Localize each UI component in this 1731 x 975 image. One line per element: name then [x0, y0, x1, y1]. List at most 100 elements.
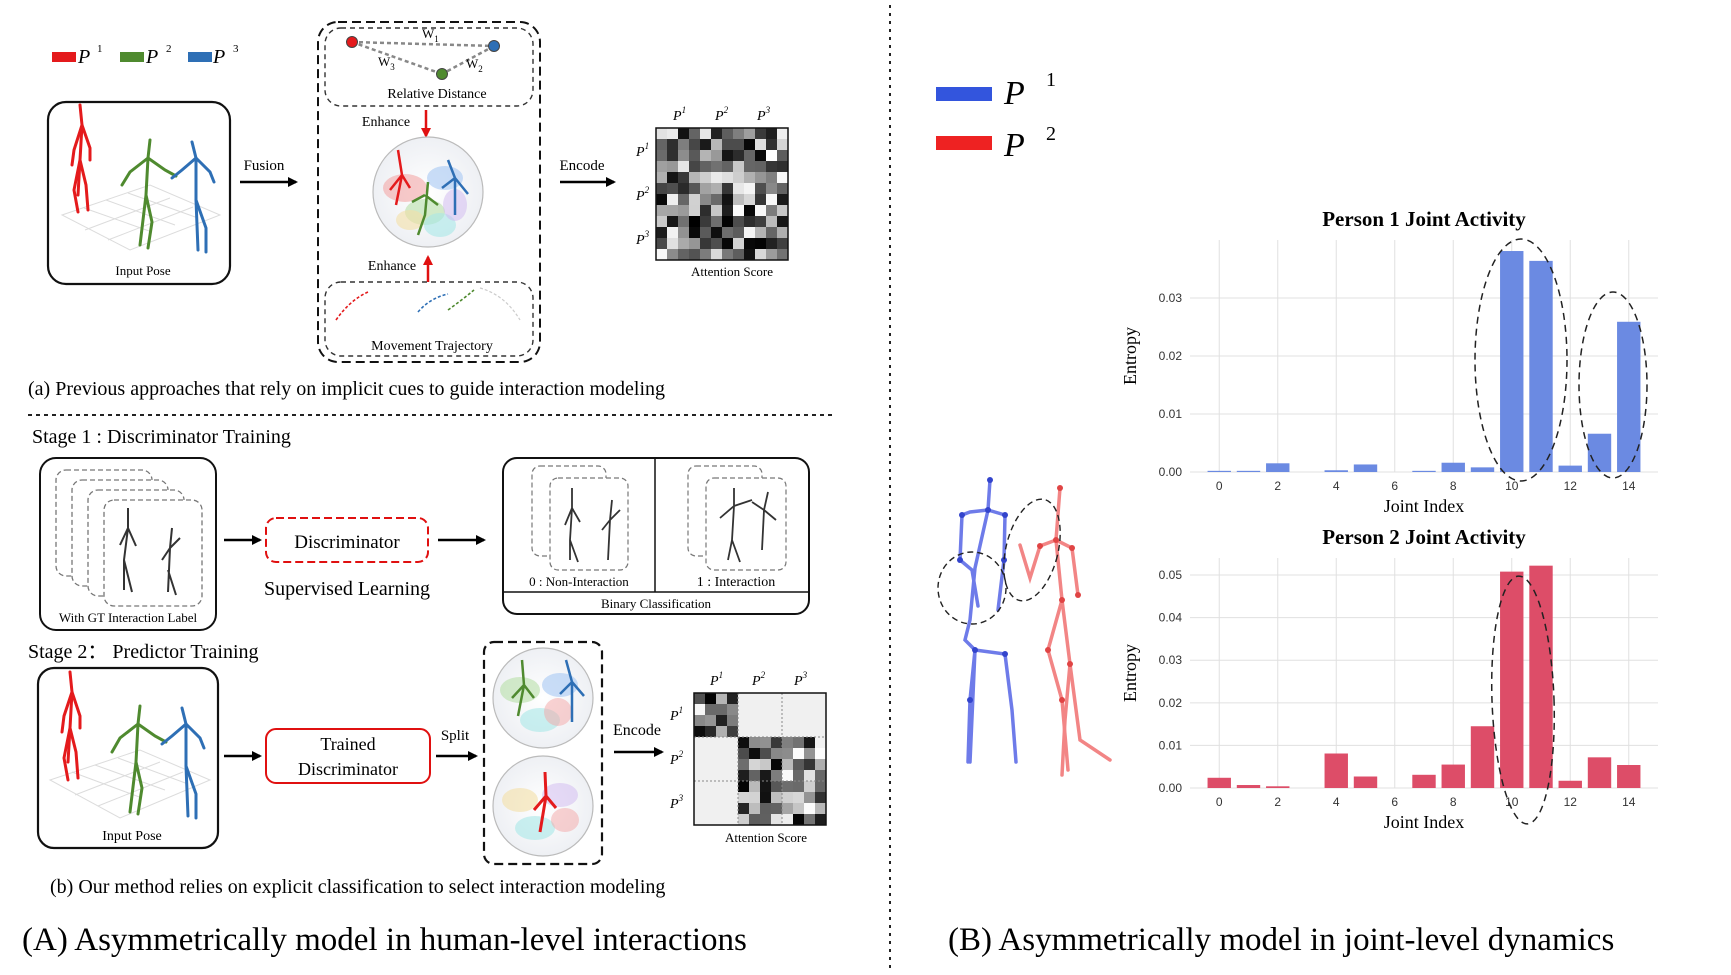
section-b-title: (B) Asymmetrically model in joint-level …	[948, 922, 1614, 958]
chart1-highlight-10-11	[1474, 238, 1568, 482]
attention-cell	[700, 128, 712, 140]
attention-cell	[667, 172, 679, 184]
attention-cell	[804, 737, 816, 749]
attention-cell	[771, 737, 783, 749]
attention-cell	[782, 759, 794, 771]
gt-label: With GT Interaction Label	[59, 610, 198, 625]
attention-cell	[782, 748, 794, 760]
attention-cell	[694, 781, 706, 793]
attention-cell	[793, 770, 805, 782]
attention-cell	[722, 172, 734, 184]
attention-cell	[689, 139, 701, 151]
attention-cell	[700, 139, 712, 151]
attention-cell	[716, 737, 728, 749]
attention-cell	[749, 759, 761, 771]
attention-cell	[749, 781, 761, 793]
attention-cell	[667, 216, 679, 228]
attention-cell	[744, 183, 756, 195]
attention-cell	[771, 792, 783, 804]
attention-cell	[771, 726, 783, 738]
attention-cell	[656, 139, 668, 151]
legend-swatch-p1	[52, 52, 76, 62]
attention-cell	[793, 792, 805, 804]
chart1-ytick-2: 0.02	[1159, 349, 1183, 363]
attention-cell	[700, 249, 712, 261]
attention-cell	[793, 726, 805, 738]
attention-cell	[760, 759, 772, 771]
input-pose-label-a: Input Pose	[115, 263, 170, 278]
attention-cell	[749, 792, 761, 804]
attention-cell	[815, 803, 827, 815]
legend-B-label-p1: P	[1003, 75, 1025, 112]
attention-cell	[733, 194, 745, 206]
chart2-xtick-14: 14	[1622, 795, 1636, 809]
attention-cell	[815, 693, 827, 705]
attention-cell	[744, 150, 756, 162]
attention-cell	[782, 704, 794, 716]
matrix-b-col3: P3	[793, 670, 808, 689]
fusion-sphere	[372, 136, 484, 248]
attention-cell	[678, 205, 690, 217]
interaction-label: 1 : Interaction	[697, 575, 776, 590]
attention-cell	[760, 792, 772, 804]
attention-cell	[793, 715, 805, 727]
attention-cell	[755, 183, 767, 195]
legend-a: P 1 P 2 P 3	[52, 43, 239, 68]
attention-cell	[727, 814, 739, 826]
attention-cell	[705, 715, 717, 727]
encode-label-b: Encode	[613, 722, 661, 739]
attention-cell	[804, 748, 816, 760]
panel-B: P 1 P 2	[936, 69, 1658, 832]
attention-cell	[777, 194, 789, 206]
attention-cell	[804, 693, 816, 705]
attention-cell	[678, 139, 690, 151]
chart1-xtick-10: 10	[1505, 479, 1519, 493]
attention-cell	[804, 781, 816, 793]
attention-cell	[678, 172, 690, 184]
gt-cards-stack: With GT Interaction Label	[39, 457, 217, 631]
binary-classification-label: Binary Classification	[601, 596, 712, 611]
attention-cell	[755, 150, 767, 162]
attention-cell	[733, 128, 745, 140]
attention-cell	[711, 172, 723, 184]
caption-a: (a) Previous approaches that rely on imp…	[28, 378, 665, 400]
chart2-ytick-2: 0.02	[1159, 696, 1183, 710]
attention-cell	[771, 759, 783, 771]
chart-person1: 0 2 4 6 8 10 12 14 0.00 0.01 0.02 0.03 Person 1 Join…	[1120, 207, 1658, 516]
attention-cell	[700, 194, 712, 206]
attention-cell	[667, 150, 679, 162]
attention-cell	[815, 748, 827, 760]
attention-cell	[755, 238, 767, 250]
attention-cell	[700, 172, 712, 184]
attention-cell	[738, 715, 750, 727]
attention-cell	[711, 227, 723, 239]
attention-cell	[711, 128, 723, 140]
attention-cell	[705, 814, 717, 826]
chart2-bar-12	[1558, 780, 1582, 788]
attention-cell	[689, 227, 701, 239]
attention-cell	[694, 726, 706, 738]
attention-cell	[782, 737, 794, 749]
chart1-ytick-3: 0.03	[1159, 291, 1183, 305]
attention-cell	[711, 183, 723, 195]
weight-w3: W3	[378, 54, 395, 72]
chart1-highlight-13-14	[1578, 291, 1648, 479]
attention-cell	[711, 216, 723, 228]
attention-cell	[793, 737, 805, 749]
attention-cell	[667, 161, 679, 173]
attention-cell	[782, 792, 794, 804]
attention-cell	[733, 161, 745, 173]
legend-B-swatch-p2	[936, 136, 992, 150]
fusion-label: Fusion	[244, 158, 285, 174]
attention-cell	[815, 715, 827, 727]
chart2-bar-1	[1236, 785, 1261, 788]
chart2-ytick-1: 0.01	[1159, 738, 1183, 752]
attention-cell	[716, 759, 728, 771]
chart1-bar-1	[1236, 470, 1261, 472]
attention-cell	[733, 238, 745, 250]
panel-a: P 1 P 2 P 3	[28, 21, 789, 400]
chart1-bar-14	[1617, 321, 1641, 472]
attention-cell	[716, 704, 728, 716]
matrix-b-col1: P1	[709, 670, 723, 689]
attention-cell	[733, 216, 745, 228]
